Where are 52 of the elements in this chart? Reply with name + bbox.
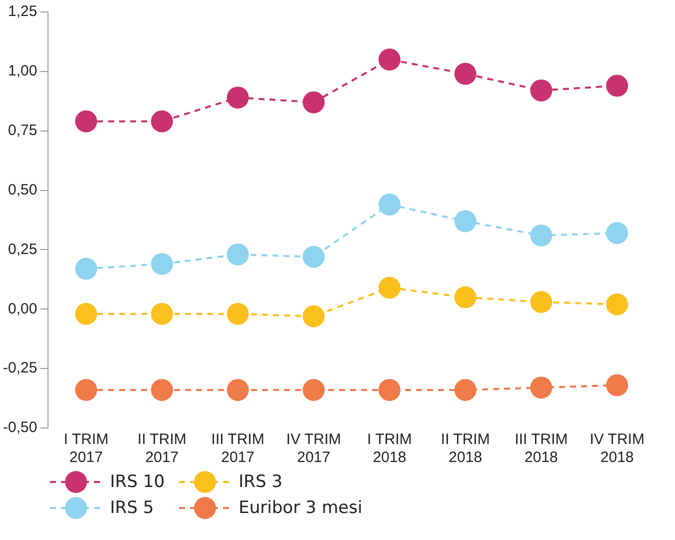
point (150, 110, 173, 132)
point (378, 194, 401, 216)
x-tick-label: III TRIM 2017 (211, 431, 264, 466)
legend-label: IRS 5 (110, 498, 154, 518)
x-tick-label: IV TRIM 2018 (590, 431, 644, 466)
y-tick-label: 0,75 (8, 122, 38, 139)
point (302, 246, 325, 268)
point (226, 302, 249, 325)
point (530, 376, 552, 399)
point (378, 276, 401, 299)
x-tick-label: I TRIM 2017 (64, 431, 108, 466)
x-tick-label: I TRIM 2018 (367, 431, 412, 466)
y-tick-label: 0,25 (8, 240, 38, 258)
legend-label: IRS 10 (110, 472, 165, 492)
x-tick-label: IV TRIM 2017 (286, 431, 342, 466)
point (226, 86, 249, 109)
point (606, 374, 628, 396)
x-tick-label: II TRIM 2017 (138, 431, 186, 466)
point (530, 224, 552, 246)
point (378, 378, 401, 401)
point (302, 305, 325, 328)
point (150, 302, 173, 325)
point (530, 291, 552, 314)
legend-label: IRS 3 (238, 472, 282, 492)
point (75, 110, 98, 132)
point (226, 378, 249, 401)
point (226, 243, 249, 266)
point (530, 79, 552, 102)
y-tick-label: 1,00 (8, 62, 38, 80)
point (75, 378, 98, 401)
point (454, 286, 476, 308)
legend-label: Euribor 3 mesi (238, 498, 362, 518)
point (75, 302, 98, 325)
point (378, 48, 401, 71)
point (606, 222, 628, 244)
point (302, 378, 325, 401)
y-tick-label: -0,25 (2, 360, 38, 377)
point (454, 210, 476, 232)
x-tick-label: II TRIM 2018 (440, 431, 490, 466)
point (454, 378, 476, 401)
point (150, 252, 173, 275)
point (75, 258, 98, 280)
point (606, 74, 628, 97)
y-tick-label: 1,25 (8, 3, 38, 20)
y-tick-label: -0,50 (2, 419, 38, 436)
y-tick-label: 0,00 (8, 300, 38, 318)
point (302, 91, 325, 114)
point (150, 378, 173, 401)
point (606, 293, 628, 316)
x-tick-label: III TRIM 2018 (514, 431, 568, 466)
point (454, 62, 476, 85)
y-tick-label: 0,50 (8, 181, 38, 198)
